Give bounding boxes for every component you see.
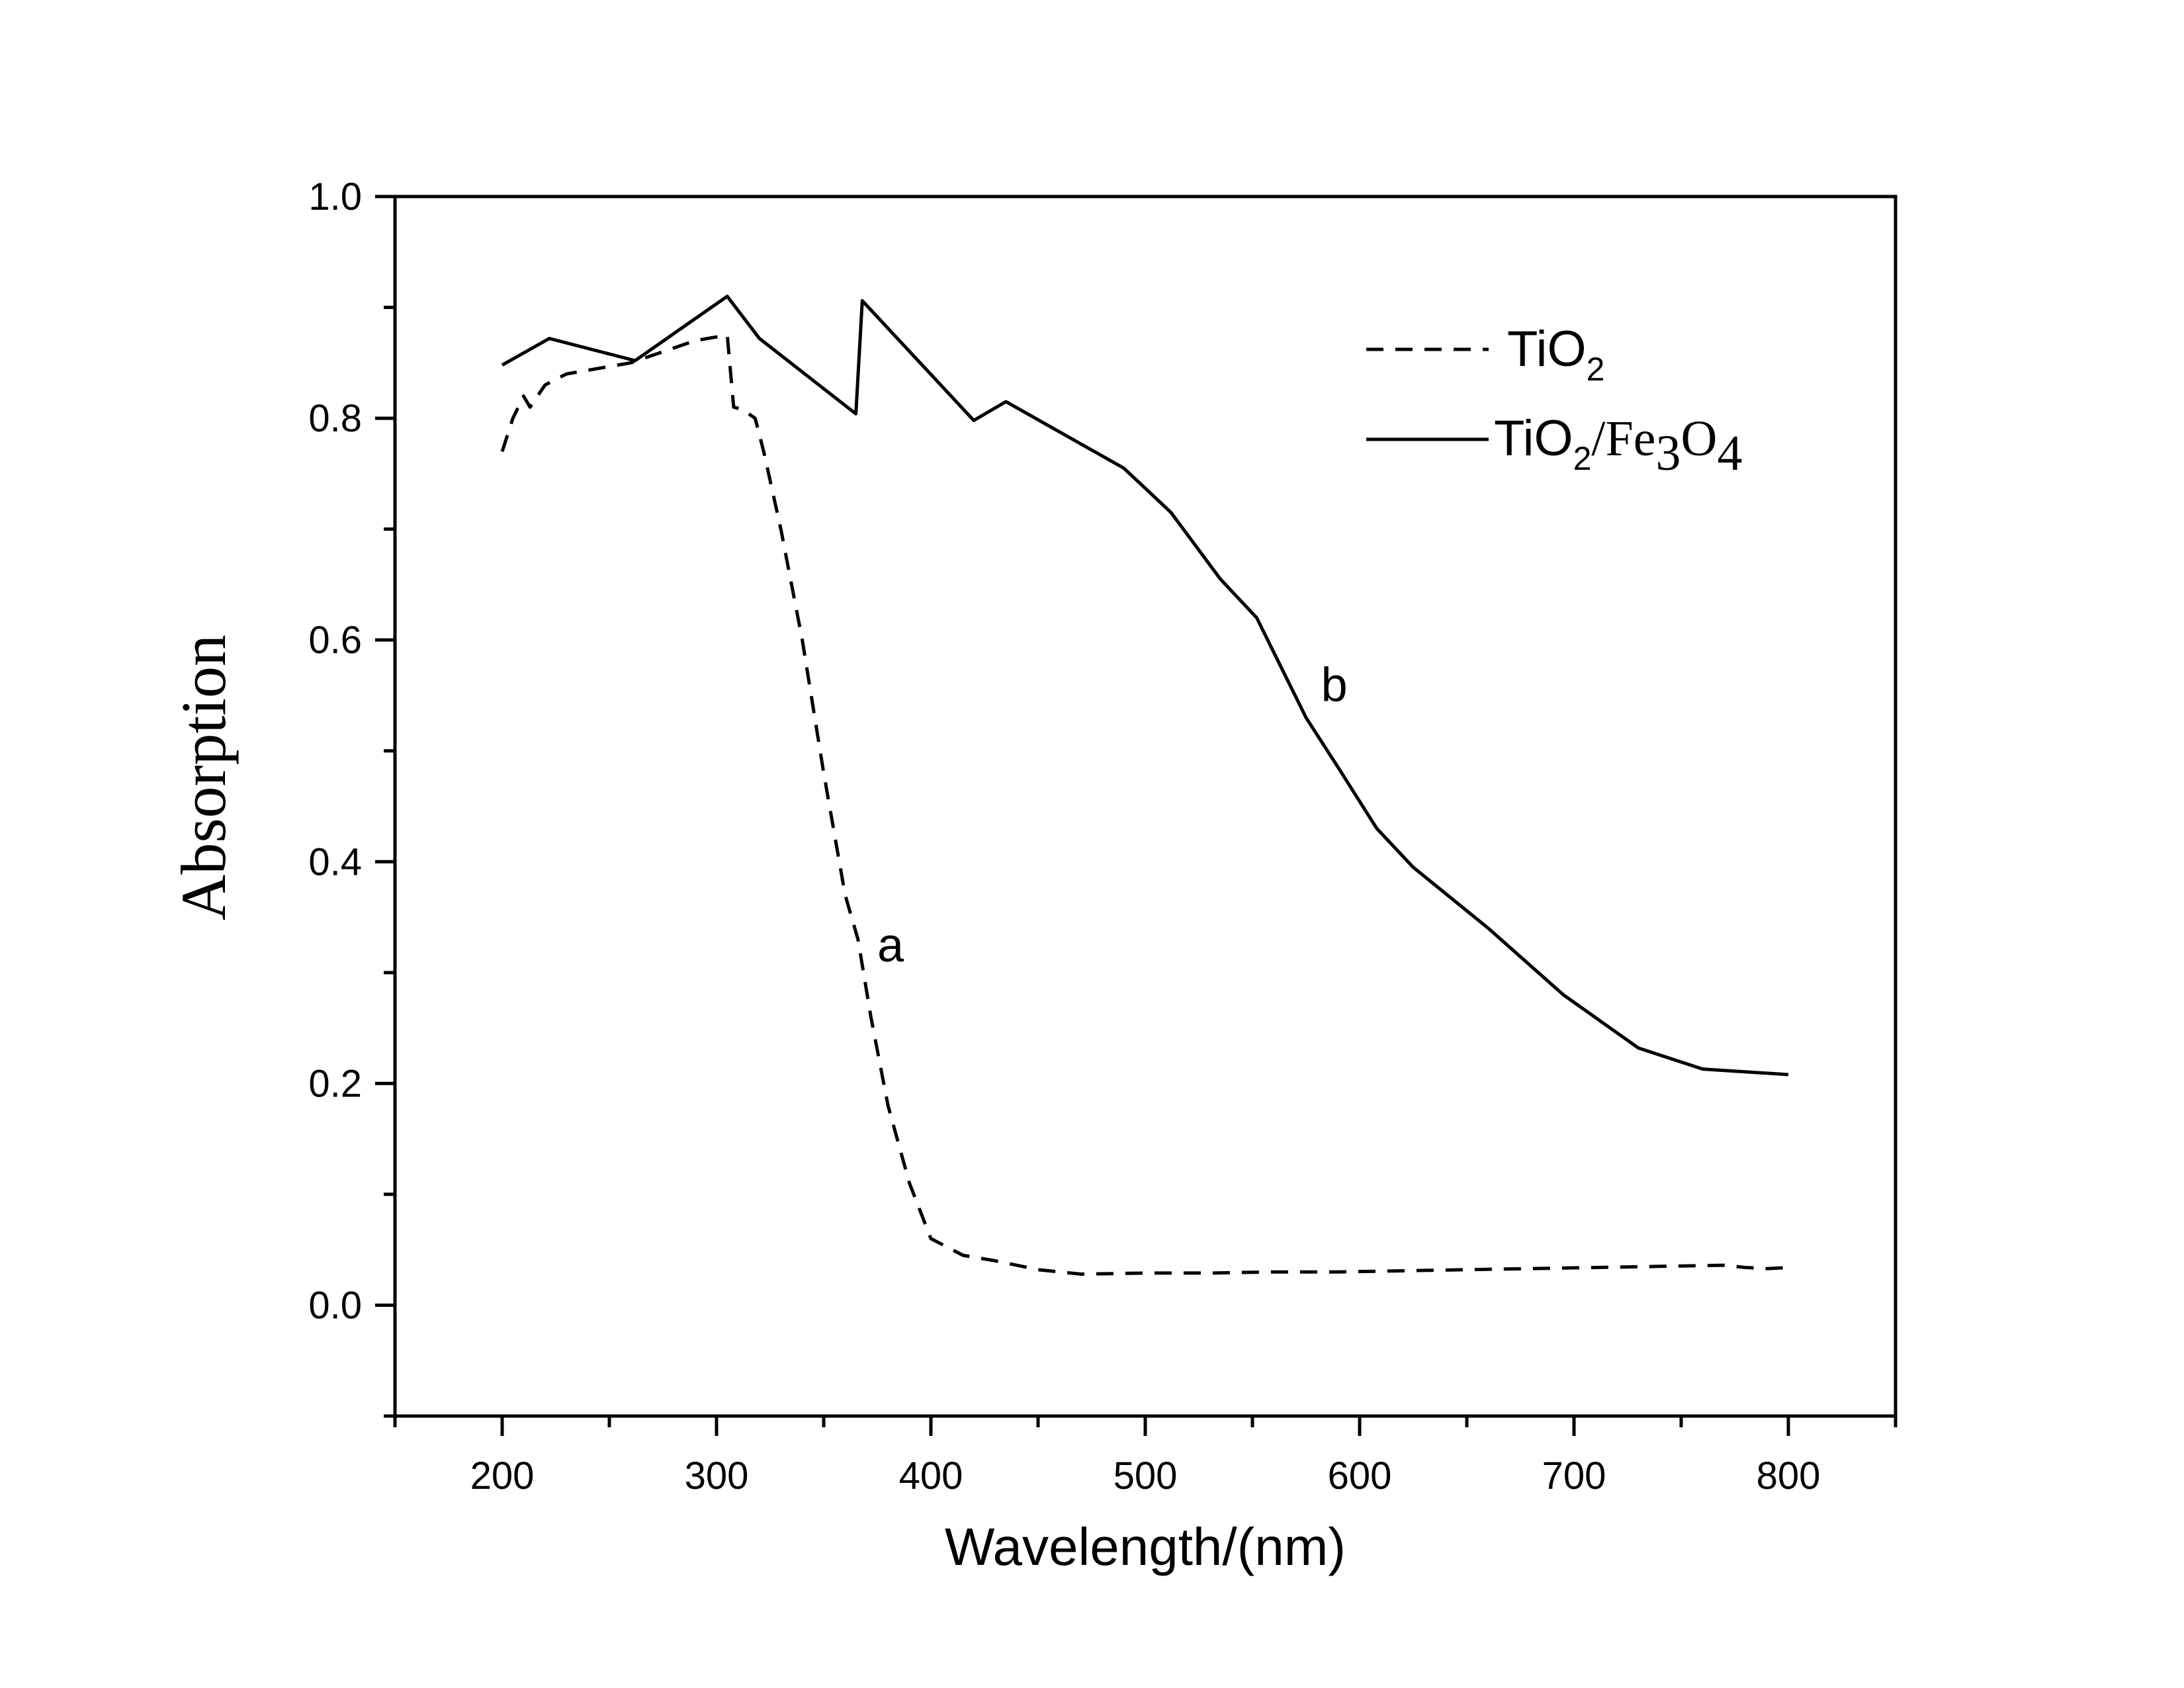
legend-label-tio2-fe3o4: TiO2/Fe3O4 — [1494, 410, 1742, 481]
series-line-tio2-fe3o4 — [501, 294, 1789, 1077]
curve-label-b: b — [1321, 658, 1348, 711]
x-tick-label: 300 — [685, 1454, 749, 1497]
x-tick-label: 400 — [899, 1454, 963, 1497]
y-axis-title: Absorption — [168, 635, 239, 920]
legend: TiO2 TiO2/Fe3O4 — [1366, 321, 1742, 481]
plot-frame — [393, 195, 1898, 1418]
legend-label-tio2: TiO2 — [1507, 321, 1604, 388]
axis-tick-labels: 200 300 400 500 600 700 800 0.0 0.2 0.4 0.6 0.8 1.0 — [308, 175, 1820, 1497]
x-tick-label: 500 — [1114, 1454, 1178, 1497]
y-tick-label: 0.2 — [308, 1062, 362, 1105]
x-tick-label: 200 — [470, 1454, 535, 1497]
curve-annotations: ab — [877, 658, 1348, 972]
x-tick-label: 800 — [1757, 1454, 1821, 1497]
series-line-tio2 — [500, 333, 1789, 1276]
x-tick-label: 700 — [1542, 1454, 1606, 1497]
y-tick-label: 0.4 — [308, 840, 362, 883]
y-tick-label: 1.0 — [308, 175, 362, 218]
x-axis-title: Wavelength/(nm) — [945, 1517, 1346, 1576]
y-tick-label: 0.0 — [308, 1284, 362, 1327]
series-lines — [500, 294, 1789, 1276]
y-tick-label: 0.8 — [308, 397, 362, 440]
axis-ticks — [375, 195, 1898, 1436]
y-tick-label: 0.6 — [308, 619, 362, 662]
curve-label-a: a — [877, 919, 904, 972]
x-tick-label: 600 — [1328, 1454, 1392, 1497]
